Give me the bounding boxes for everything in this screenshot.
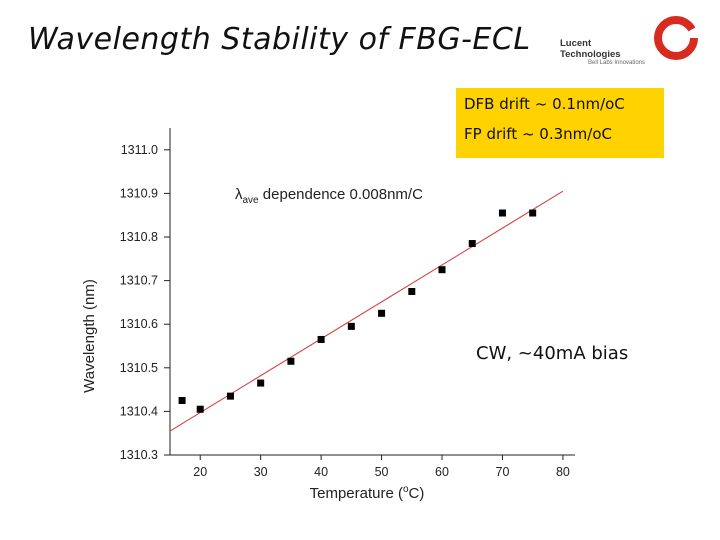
data-point: [498, 209, 506, 217]
data-point: [317, 335, 325, 343]
data-point: [408, 288, 416, 295]
y-tick-label: 1310.4: [120, 404, 158, 418]
x-tick-label: 30: [254, 465, 268, 479]
logo-ring-icon: [654, 16, 698, 60]
data-point: [196, 405, 204, 413]
y-axis-title: Wavelength (nm): [81, 279, 98, 393]
x-axis-ticks: 20 30 40 50 60 70 80: [193, 455, 570, 479]
y-tick-label: 1310.9: [120, 186, 158, 200]
dfb-drift-note: DFB drift ~ 0.1nm/oC: [464, 95, 625, 113]
x-tick-label: 40: [314, 465, 328, 479]
bias-note: CW, ~40mA bias: [476, 343, 629, 364]
logo-tagline: Bell Labs Innovations: [588, 60, 646, 66]
x-axis-title: Temperature (oC): [310, 484, 425, 502]
x-tick-label: 70: [496, 465, 510, 479]
y-tick-label: 1310.7: [120, 274, 158, 288]
data-point: [178, 397, 186, 404]
fp-drift-note: FP drift ~ 0.3nm/oC: [464, 125, 612, 143]
slide-title: Wavelength Stability of FBG-ECL: [28, 22, 531, 57]
y-axis-ticks: 1310.3 1310.4 1310.5 1310.6 1310.7 1310.8 1310…: [120, 143, 170, 462]
data-point: [226, 392, 234, 400]
drift-note-box: DFB drift ~ 0.1nm/oC FP drift ~ 0.3nm/oC: [456, 88, 664, 158]
y-tick-label: 1310.8: [120, 230, 158, 244]
data-point: [257, 379, 265, 387]
x-tick-label: 60: [435, 465, 449, 479]
data-point: [287, 357, 295, 365]
x-tick-label: 50: [375, 465, 389, 479]
logo-name: Lucent Technologies: [560, 38, 621, 60]
company-logo: Lucent Technologies Bell Labs Innovation…: [560, 38, 652, 66]
y-tick-label: 1311.0: [121, 143, 158, 157]
y-tick-label: 1310.3: [120, 448, 158, 462]
x-tick-label: 80: [556, 465, 570, 479]
fit-line: [169, 190, 564, 432]
data-point: [529, 209, 537, 217]
data-point: [438, 266, 446, 274]
plot-frame: [169, 128, 575, 456]
data-point: [378, 309, 386, 317]
x-tick-label: 20: [193, 465, 207, 479]
data-point: [347, 322, 355, 330]
slope-annotation: λave dependence 0.008nm/C: [235, 186, 423, 206]
y-tick-label: 1310.6: [120, 317, 158, 331]
data-points: [178, 209, 537, 413]
y-tick-label: 1310.5: [120, 361, 158, 375]
data-point: [468, 240, 476, 248]
